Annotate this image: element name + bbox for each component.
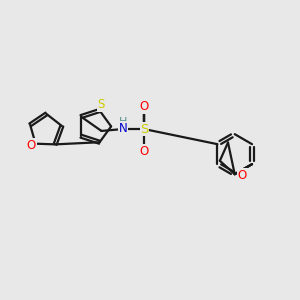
- Text: O: O: [140, 100, 149, 113]
- Text: S: S: [97, 98, 105, 112]
- Text: S: S: [140, 123, 148, 136]
- Text: O: O: [140, 145, 149, 158]
- Text: N: N: [119, 122, 128, 135]
- Text: O: O: [27, 139, 36, 152]
- Text: O: O: [238, 169, 247, 182]
- Text: H: H: [119, 117, 127, 127]
